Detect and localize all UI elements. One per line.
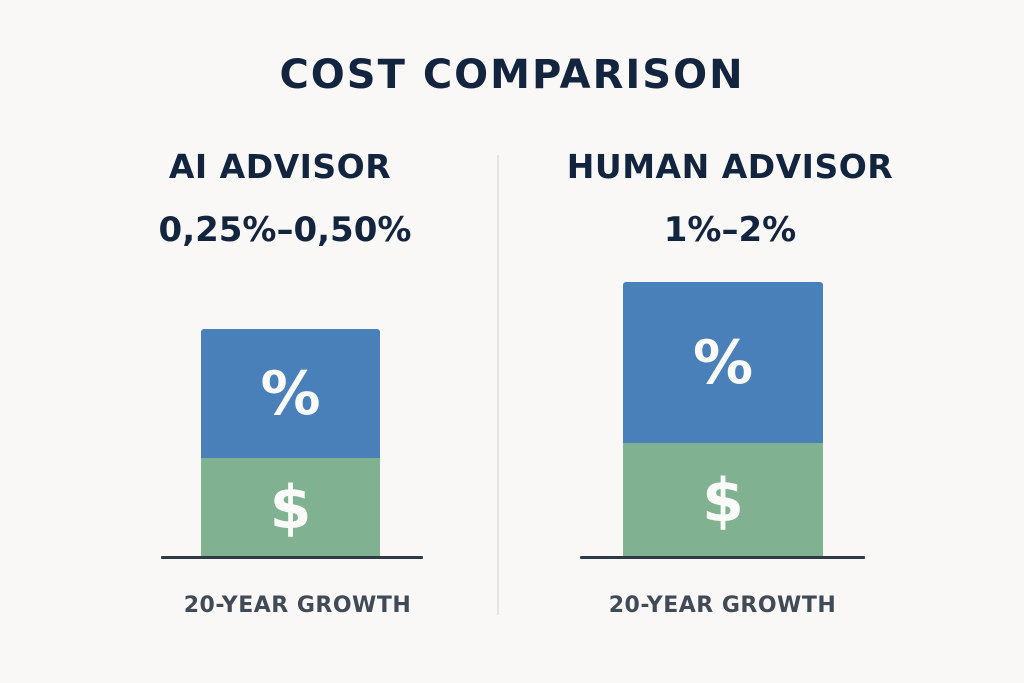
ai-axis-label: 20-YEAR GROWTH	[183, 593, 412, 618]
human-axis-label: 20-YEAR GROWTH	[608, 593, 837, 618]
ai-advisor-bar: % $	[201, 329, 380, 558]
human-fee-segment: %	[623, 282, 823, 443]
percent-icon: %	[260, 358, 321, 429]
human-advisor-title: HUMAN ADVISOR	[566, 147, 894, 186]
dollar-icon: $	[269, 473, 312, 543]
human-advisor-bar: % $	[623, 282, 823, 558]
dollar-icon: $	[702, 465, 744, 536]
ai-advisor-title: AI ADVISOR	[168, 147, 392, 186]
human-advisor-rate: 1%–2%	[663, 210, 797, 250]
panel-divider	[497, 155, 499, 615]
human-growth-segment: $	[623, 443, 823, 558]
ai-baseline	[161, 556, 423, 559]
ai-growth-segment: $	[201, 458, 380, 558]
page-title: COST COMPARISON	[279, 52, 745, 98]
percent-icon: %	[692, 327, 754, 398]
human-baseline	[580, 556, 865, 559]
ai-fee-segment: %	[201, 329, 380, 458]
ai-advisor-rate: 0,25%–0,50%	[158, 210, 412, 250]
